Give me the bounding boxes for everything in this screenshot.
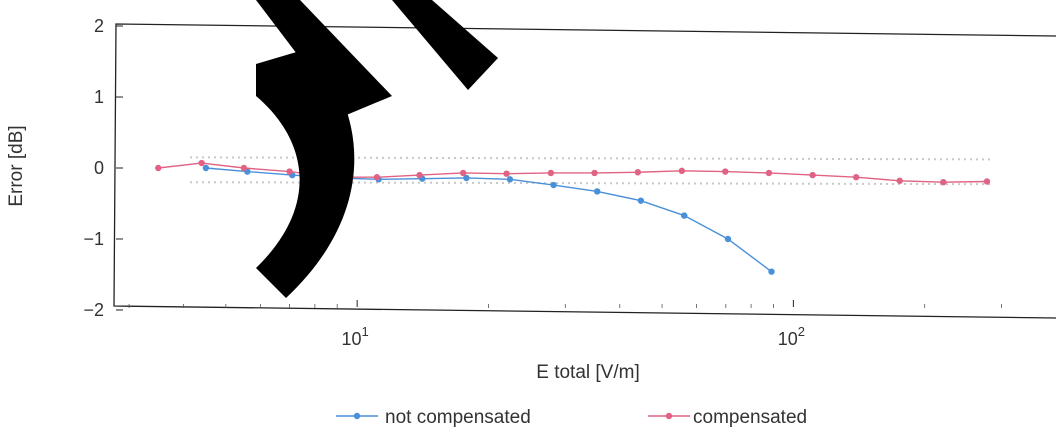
data-point-compensated xyxy=(503,170,510,177)
y-tick-label: 0 xyxy=(94,158,104,178)
data-point-compensated xyxy=(765,169,773,177)
data-point-not-compensated xyxy=(768,268,775,275)
y-tick-label: −1 xyxy=(83,229,104,249)
data-point-compensated xyxy=(809,171,816,179)
data-point-not-compensated xyxy=(593,188,601,195)
data-point-compensated xyxy=(198,159,205,167)
data-point-compensated xyxy=(286,168,293,175)
data-point-compensated xyxy=(373,174,381,181)
x-tick-label: 101 xyxy=(342,324,369,349)
y-axis-label: Error [dB] xyxy=(6,125,27,206)
legend-marker-not-compensated xyxy=(353,412,361,420)
data-point-compensated xyxy=(722,168,729,175)
x-axis-label: E total [V/m] xyxy=(536,362,639,383)
data-point-compensated xyxy=(940,179,947,186)
data-point-compensated xyxy=(634,169,642,176)
series-line-not-compensated xyxy=(205,167,772,273)
data-point-not-compensated xyxy=(202,164,210,172)
data-point-not-compensated xyxy=(681,212,688,219)
data-point-not-compensated xyxy=(463,174,470,182)
plot-frame xyxy=(113,23,1056,319)
black-arc-overlay xyxy=(256,0,498,298)
y-tick-label: −2 xyxy=(83,300,104,320)
legend-label-compensated: compensated xyxy=(693,407,807,428)
y-tick-label: 1 xyxy=(94,87,104,107)
series-layer xyxy=(155,159,991,275)
y-tick-label: 2 xyxy=(94,16,104,36)
series-line-compensated xyxy=(158,162,987,183)
data-point-not-compensated xyxy=(724,235,732,243)
x-tick-label: 102 xyxy=(778,324,805,349)
data-point-not-compensated xyxy=(637,197,645,204)
data-point-compensated xyxy=(896,177,903,184)
data-point-compensated xyxy=(678,167,686,175)
data-point-not-compensated xyxy=(506,176,514,183)
data-point-compensated xyxy=(591,169,598,177)
data-point-compensated xyxy=(852,174,860,181)
data-point-compensated xyxy=(983,178,991,185)
x-axis-ticks: 101 102 xyxy=(128,300,1002,349)
data-point-compensated xyxy=(240,164,248,172)
data-point-compensated xyxy=(155,164,162,172)
data-point-compensated xyxy=(547,169,555,177)
y-axis-ticks: 2 1 0 −1 −2 xyxy=(83,16,123,320)
data-point-compensated xyxy=(459,169,467,177)
legend-label-not-compensated: not compensated xyxy=(385,407,531,428)
legend: not compensated compensated xyxy=(336,407,807,428)
data-point-compensated xyxy=(416,171,423,179)
data-point-not-compensated xyxy=(550,181,557,189)
legend-marker-compensated xyxy=(665,412,673,420)
